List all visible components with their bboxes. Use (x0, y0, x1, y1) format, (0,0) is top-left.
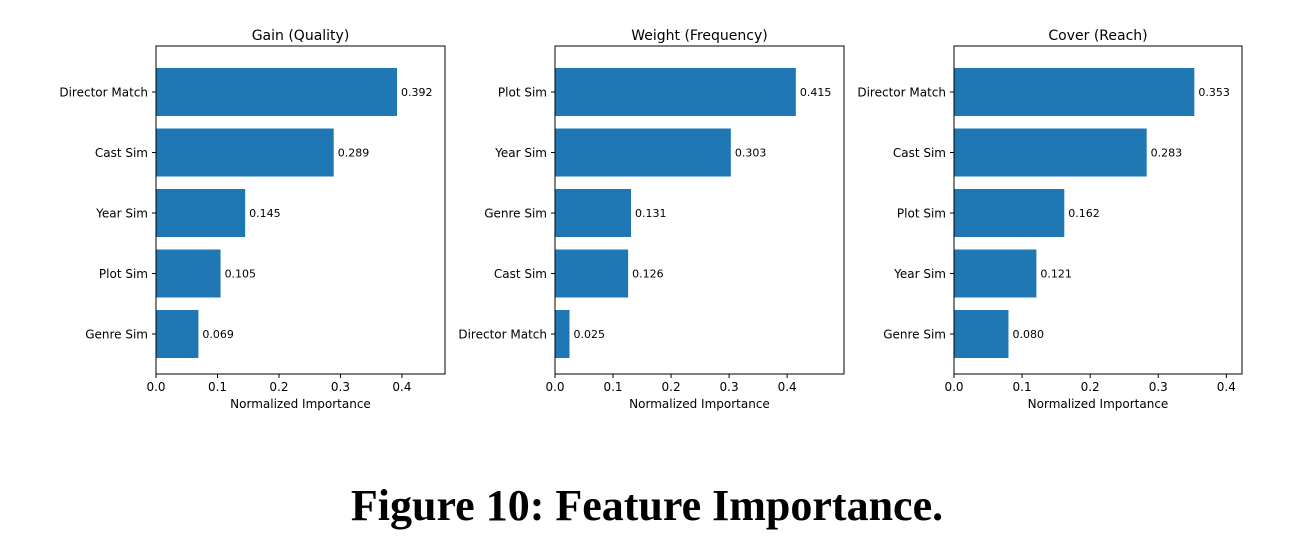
data-label: 0.131 (635, 207, 667, 220)
data-label: 0.162 (1068, 207, 1100, 220)
bar-cast-sim (954, 128, 1147, 177)
feature-importance-figure: Gain (Quality) 0.392 Director Match 0.289 Ca… (59, 28, 1243, 411)
x-axis-label: Normalized Importance (1028, 397, 1169, 411)
weight-chart-panel: Weight (Frequency) 0.415 Plot Sim 0.303 Year… (458, 28, 845, 411)
bar-cast-sim (156, 128, 334, 177)
gain-chart-panel: Gain (Quality) 0.392 Director Match 0.289 Ca… (59, 28, 446, 411)
figure-caption: Figure 10: Feature Importance. (350, 481, 944, 530)
category-label: Cast Sim (494, 267, 547, 281)
x-axis-label: Normalized Importance (629, 397, 770, 411)
bar-director-match (954, 68, 1195, 116)
category-label: Genre Sim (85, 328, 148, 342)
bar-director-match (555, 310, 570, 358)
data-label: 0.025 (574, 328, 606, 341)
bar-cast-sim (555, 249, 629, 298)
cover-chart-panel: Cover (Reach) 0.353 Director Match 0.283 Cas… (857, 28, 1243, 411)
category-label: Director Match (458, 328, 547, 342)
x-tick-label: 0.0 (944, 380, 963, 394)
x-tick-label: 0.2 (269, 380, 288, 394)
category-label: Year Sim (893, 267, 946, 281)
bar-director-match (156, 68, 398, 116)
data-label: 0.415 (800, 86, 832, 99)
x-tick-label: 0.4 (778, 380, 797, 394)
x-tick-label: 0.2 (1081, 380, 1100, 394)
x-tick-label: 0.0 (146, 380, 165, 394)
bar-year-sim (555, 128, 731, 177)
data-label: 0.080 (1012, 328, 1043, 341)
category-label: Genre Sim (484, 207, 547, 221)
data-label: 0.069 (202, 328, 234, 341)
x-tick-label: 0.4 (392, 380, 411, 394)
data-label: 0.353 (1198, 86, 1230, 99)
category-label: Director Match (59, 86, 148, 100)
x-tick-label: 0.3 (720, 380, 739, 394)
category-label: Year Sim (494, 146, 547, 160)
data-label: 0.289 (338, 147, 370, 160)
bar-year-sim (954, 249, 1037, 298)
x-axis-label: Normalized Importance (230, 397, 371, 411)
weight-chart-title: Weight (Frequency) (631, 28, 767, 44)
bar-plot-sim (555, 68, 796, 116)
category-label: Plot Sim (99, 267, 148, 281)
data-label: 0.303 (735, 147, 767, 160)
x-tick-label: 0.4 (1217, 380, 1236, 394)
data-label: 0.121 (1040, 268, 1072, 281)
data-label: 0.145 (249, 207, 281, 220)
data-label: 0.126 (632, 268, 664, 281)
data-label: 0.283 (1151, 147, 1183, 160)
gain-chart-title: Gain (Quality) (252, 28, 350, 44)
bar-plot-sim (156, 249, 221, 298)
x-tick-label: 0.2 (662, 380, 681, 394)
x-tick-label: 0.3 (1149, 380, 1168, 394)
cover-chart-title: Cover (Reach) (1048, 28, 1147, 44)
data-label: 0.392 (401, 86, 433, 99)
bar-plot-sim (954, 189, 1065, 237)
axes-frame (554, 45, 845, 375)
category-label: Director Match (857, 86, 946, 100)
category-label: Cast Sim (95, 146, 148, 160)
x-tick-label: 0.1 (208, 380, 227, 394)
category-label: Genre Sim (883, 328, 946, 342)
category-label: Cast Sim (893, 146, 946, 160)
category-label: Plot Sim (498, 86, 547, 100)
axes-frame (953, 45, 1243, 375)
bar-year-sim (156, 189, 246, 237)
category-label: Plot Sim (897, 207, 946, 221)
category-label: Year Sim (95, 207, 148, 221)
axes-frame (155, 45, 446, 375)
bar-genre-sim (954, 310, 1009, 358)
bar-genre-sim (156, 310, 199, 358)
x-tick-label: 0.0 (545, 380, 564, 394)
x-tick-label: 0.1 (1013, 380, 1032, 394)
bar-genre-sim (555, 189, 632, 237)
x-tick-label: 0.1 (603, 380, 622, 394)
x-tick-label: 0.3 (331, 380, 350, 394)
data-label: 0.105 (225, 268, 257, 281)
